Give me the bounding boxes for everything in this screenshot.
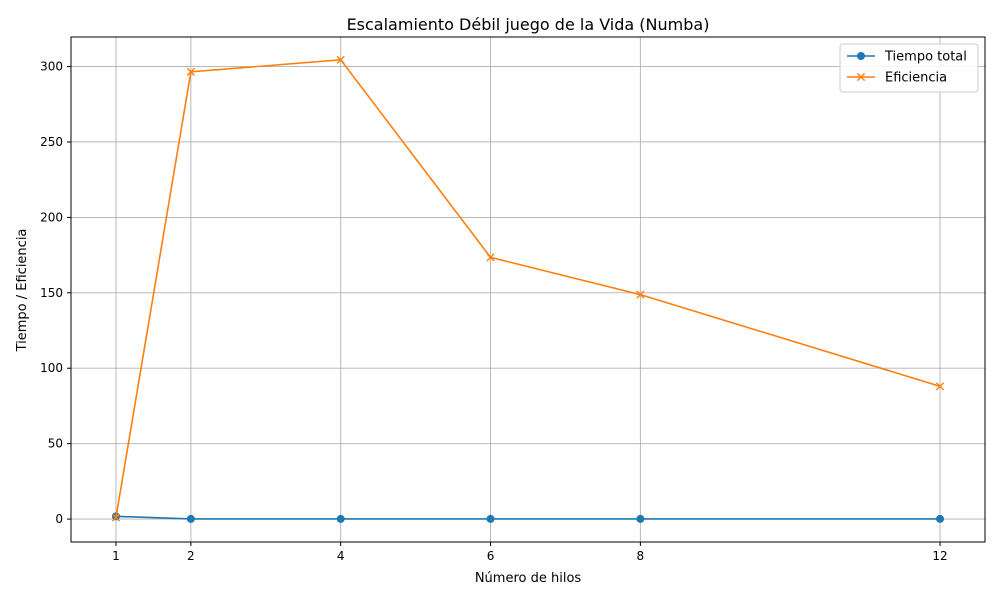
data-point-tiempo-total (336, 514, 345, 523)
x-tick-label: 4 (337, 549, 345, 563)
chart-title: Escalamiento Débil juego de la Vida (Num… (347, 15, 710, 34)
data-point-eficiencia (336, 55, 345, 64)
legend-label-eficiencia: Eficiencia (885, 71, 947, 86)
x-tick-label: 1 (112, 549, 120, 563)
legend-marker-tiempo-total (857, 52, 865, 60)
y-axis-title: Tiempo / Eficiencia (15, 229, 30, 353)
y-tick-label: 100 (40, 361, 63, 375)
data-point-tiempo-total (486, 514, 495, 523)
data-point-eficiencia (636, 290, 645, 299)
x-marker-stroke (486, 253, 495, 262)
series-line-eficiencia (115, 58, 941, 518)
gridlines (71, 37, 985, 542)
data-point-eficiencia (935, 382, 945, 391)
y-tick-label: 150 (40, 286, 63, 300)
x-marker-stroke (935, 382, 945, 391)
series-line-tiempo-total (115, 515, 941, 520)
x-tick-label: 12 (932, 549, 947, 563)
data-point-eficiencia (186, 67, 195, 76)
legend-label-tiempo-total: Tiempo total (884, 50, 967, 65)
x-marker-stroke (856, 72, 866, 82)
data-point-tiempo-total (636, 514, 645, 523)
x-marker-stroke (336, 55, 345, 64)
data-point-eficiencia (486, 253, 495, 262)
data-point-tiempo-total (186, 514, 195, 523)
legend: Tiempo total Eficiencia (839, 43, 979, 93)
x-marker-stroke (636, 290, 645, 299)
x-tick-label: 8 (637, 549, 645, 563)
x-tick-label: 2 (187, 549, 195, 563)
x-axis-title: Número de hilos (475, 571, 582, 586)
x-marker-stroke (111, 513, 121, 522)
y-tick-label: 300 (40, 60, 63, 74)
data-point-eficiencia (111, 513, 121, 522)
y-tick-label: 250 (40, 135, 63, 149)
legend-marker-eficiencia (856, 72, 866, 82)
y-tick-label: 50 (48, 437, 63, 451)
y-tick-label: 200 (40, 210, 63, 224)
x-tick-label: 6 (487, 549, 495, 563)
y-tick-label: 0 (55, 512, 63, 526)
series-layer (111, 55, 945, 523)
plot-frame (70, 36, 986, 543)
data-point-tiempo-total (936, 514, 945, 523)
x-marker-stroke (186, 67, 195, 76)
